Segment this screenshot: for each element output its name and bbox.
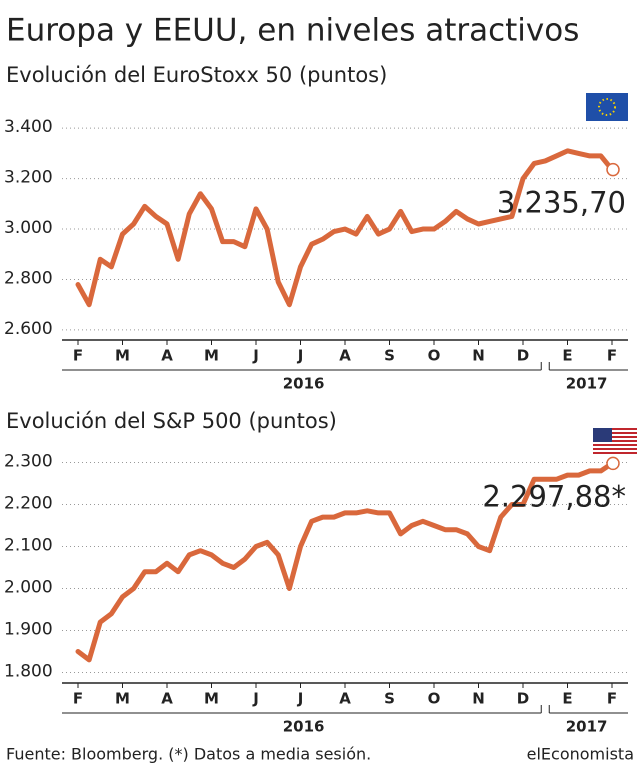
x-tick-label: A (161, 347, 173, 365)
x-tick-label: A (339, 347, 351, 365)
end-marker (606, 456, 620, 471)
x-tick-label: E (562, 690, 572, 708)
x-tick-label: M (204, 347, 219, 365)
y-tick-label: 2.100 (4, 536, 53, 556)
x-tick-label: M (115, 690, 130, 708)
y-tick-label: 2.800 (4, 268, 53, 288)
y-tick-label: 1.800 (4, 662, 53, 682)
y-tick-label: 3.200 (4, 168, 53, 188)
brand: elEconomista (527, 745, 634, 764)
chart-subtitle: Evolución del EuroStoxx 50 (puntos) (6, 63, 387, 87)
price-line (75, 460, 615, 663)
year-label: 2017 (566, 375, 608, 393)
x-tick-label: A (339, 690, 351, 708)
x-tick-label: E (562, 347, 572, 365)
value-label: 2.297,88* (482, 479, 626, 513)
year-label: 2016 (283, 718, 325, 736)
y-tick-label: 3.400 (4, 117, 53, 137)
x-tick-label: J (252, 347, 259, 365)
year-label: 2017 (566, 718, 608, 736)
end-marker (606, 162, 620, 177)
chart-subtitle: Evolución del S&P 500 (puntos) (6, 409, 337, 433)
x-tick-label: N (472, 690, 485, 708)
x-tick-label: F (73, 347, 83, 365)
x-tick-label: O (428, 690, 441, 708)
x-tick-label: S (384, 690, 395, 708)
y-tick-label: 2.300 (4, 452, 53, 472)
y-tick-label: 2.600 (4, 319, 53, 339)
y-tick-label: 3.000 (4, 218, 53, 238)
x-tick-label: N (472, 347, 485, 365)
x-tick-label: O (428, 347, 441, 365)
x-tick-label: J (297, 347, 304, 365)
x-tick-label: D (517, 347, 529, 365)
y-tick-label: 2.200 (4, 494, 53, 514)
x-tick-label: F (607, 347, 617, 365)
x-tick-label: F (607, 690, 617, 708)
x-tick-label: J (252, 690, 259, 708)
price-line (75, 148, 615, 308)
x-tick-label: J (297, 690, 304, 708)
source-note: Fuente: Bloomberg. (*) Datos a media ses… (6, 745, 371, 764)
x-tick-label: M (115, 347, 130, 365)
y-tick-label: 2.000 (4, 578, 53, 598)
x-tick-label: M (204, 690, 219, 708)
x-tick-label: D (517, 690, 529, 708)
x-tick-label: A (161, 690, 173, 708)
x-tick-label: F (73, 690, 83, 708)
value-label: 3.235,70 (497, 186, 626, 220)
eu-flag (586, 93, 628, 121)
us-flag (593, 428, 637, 454)
year-label: 2016 (283, 375, 325, 393)
page-title: Europa y EEUU, en niveles atractivos (6, 13, 579, 49)
x-tick-label: S (384, 347, 395, 365)
y-tick-label: 1.900 (4, 620, 53, 640)
